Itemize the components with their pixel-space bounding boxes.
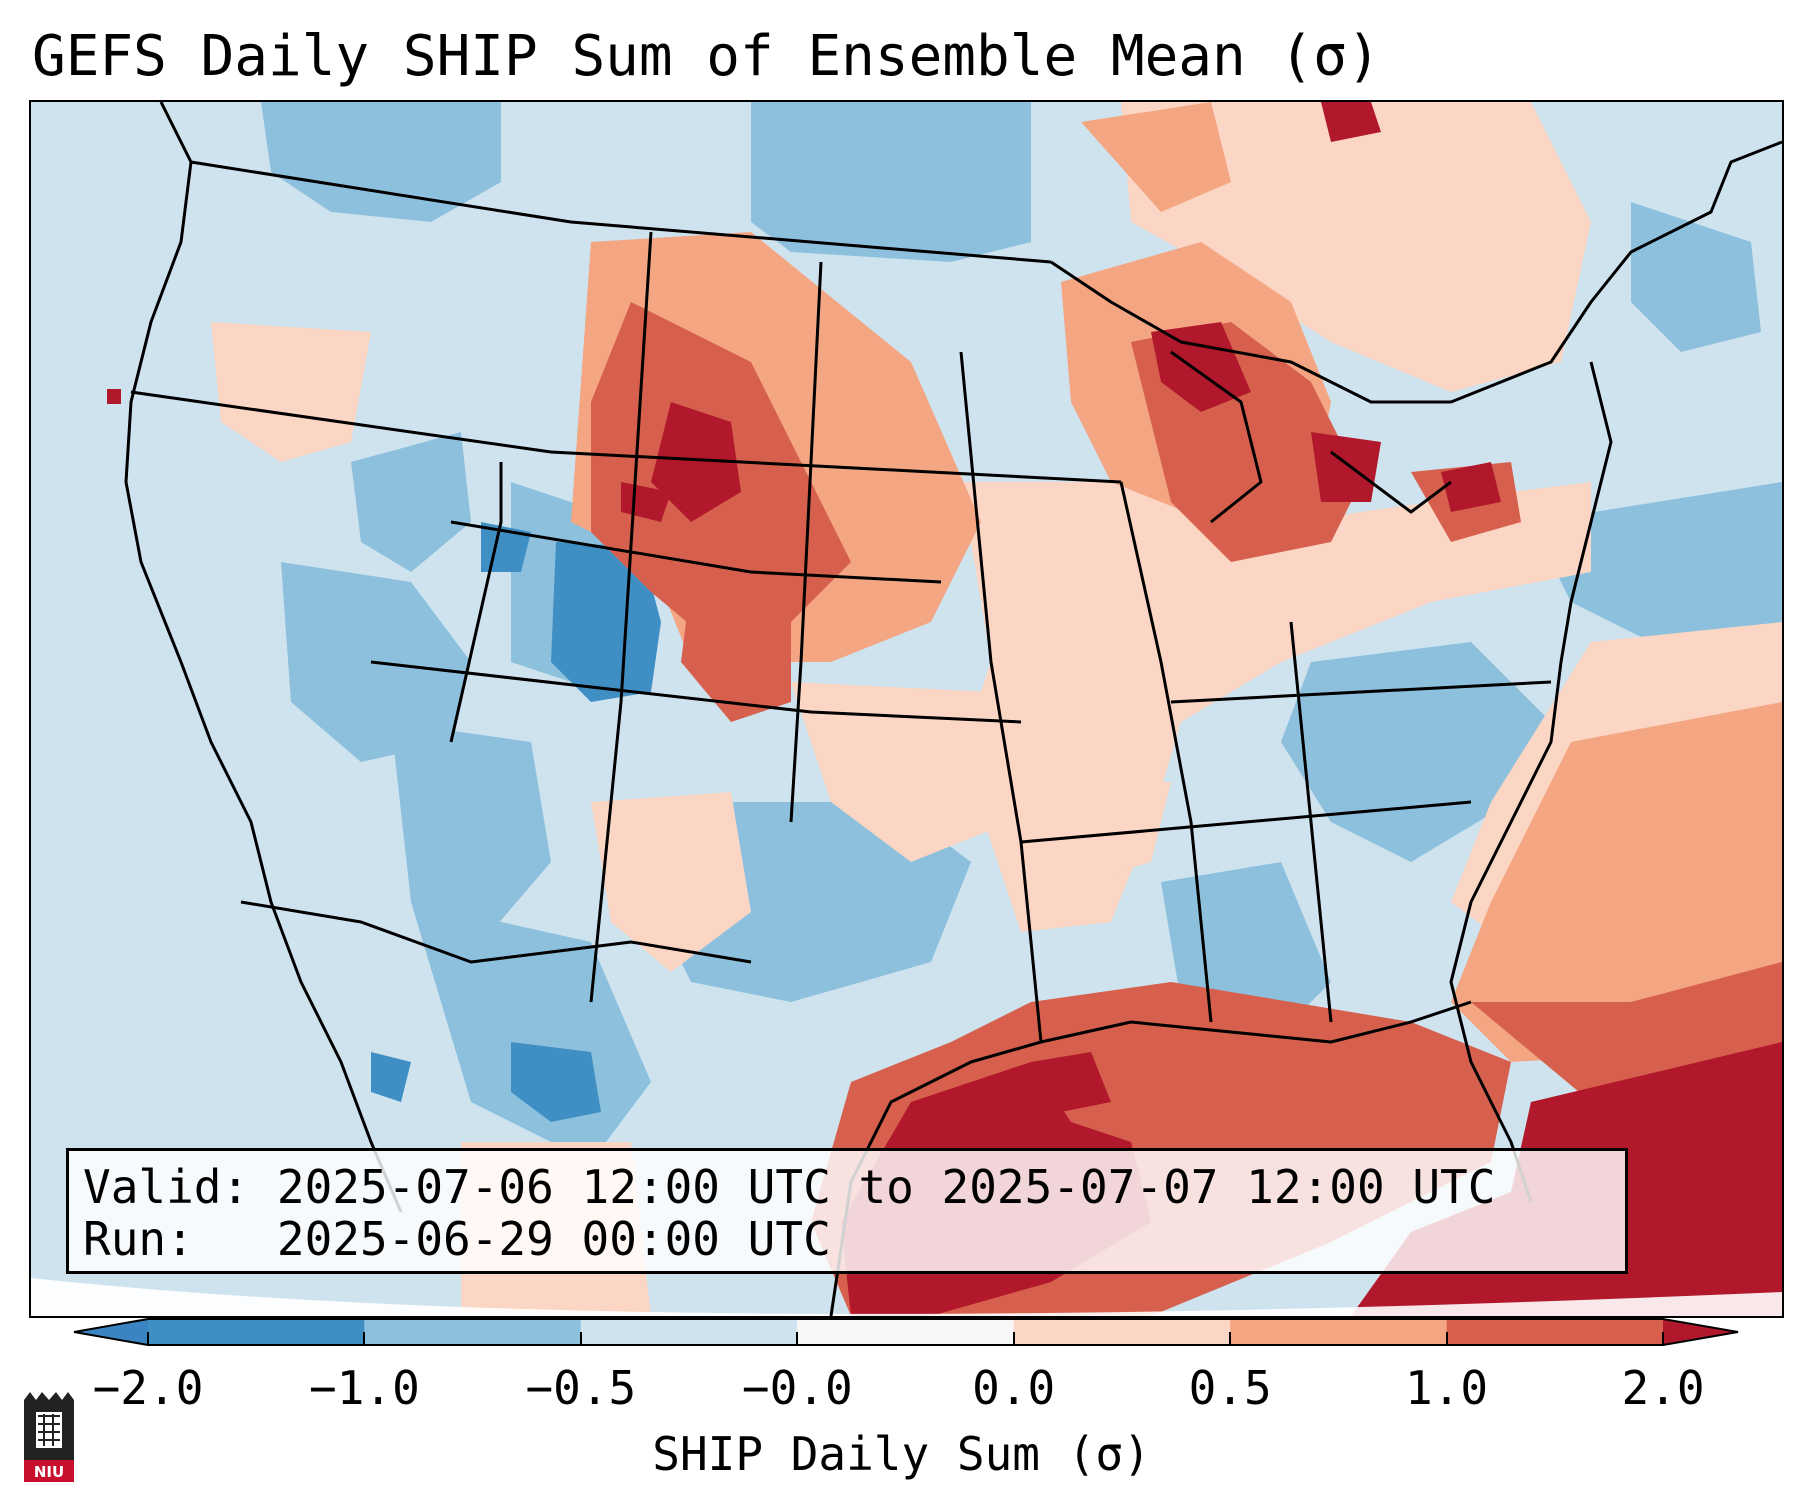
colorbar-tick-mark — [579, 1332, 582, 1344]
colorbar-tick-label: −2.0 — [92, 1361, 204, 1415]
border-line-9 — [1119, 481, 1213, 1023]
valid-text: 2025-07-06 12:00 UTC to 2025-07-07 12:00… — [276, 1160, 1496, 1214]
west-coastline — [124, 102, 403, 1213]
border-line-7 — [959, 351, 1043, 1043]
map-panel — [29, 100, 1784, 1318]
colorbar-tick-label: 0.5 — [1188, 1361, 1272, 1415]
colorbar-bin — [1013, 1319, 1231, 1345]
mexico-border — [240, 900, 752, 964]
colorbar-bin — [1663, 1319, 1738, 1345]
colorbar-tick-mark — [363, 1332, 366, 1344]
border-line-2 — [449, 462, 503, 743]
colorbar-bin — [148, 1319, 365, 1345]
projection-edge — [31, 1278, 1782, 1316]
run-text: 2025-06-29 00:00 UTC — [276, 1212, 831, 1266]
colorbar — [73, 1318, 1739, 1346]
colorbar-bin — [74, 1319, 148, 1345]
lake-michigan — [1170, 350, 1263, 524]
valid-label: Valid: — [83, 1160, 250, 1214]
colorbar-bin — [364, 1319, 581, 1345]
map-title: GEFS Daily SHIP Sum of Ensemble Mean (σ) — [32, 24, 1381, 89]
colorbar-bin — [1230, 1319, 1447, 1345]
colorbar-tick-label: −0.5 — [525, 1361, 637, 1415]
colorbar-tick-mark — [796, 1332, 799, 1344]
colorbar-bin — [580, 1319, 798, 1345]
niu-castle-logo: NIU — [24, 1392, 74, 1482]
colorbar-tick-mark — [147, 1332, 149, 1344]
colorbar-tick-label: −1.0 — [309, 1361, 420, 1415]
valid-run-info-box: Valid: 2025-07-06 12:00 UTC to 2025-07-0… — [66, 1148, 1628, 1274]
great-lakes-border — [1050, 140, 1782, 404]
colorbar-bin — [797, 1319, 1014, 1345]
colorbar-label: SHIP Daily Sum (σ) — [652, 1427, 1151, 1481]
border-line-8 — [1020, 800, 1472, 844]
colorbar-tick-mark — [1229, 1332, 1232, 1344]
border-line-10 — [1289, 621, 1333, 1023]
colorbar-tick-label: 1.0 — [1405, 1361, 1489, 1415]
colorbar-tick-mark — [1662, 1332, 1664, 1344]
canada-border — [190, 160, 1052, 264]
colorbar-tick-label: 0.0 — [972, 1361, 1056, 1415]
strong-negative-regions — [371, 522, 661, 1122]
border-line-6 — [789, 261, 823, 823]
valid-line: Valid: 2025-07-06 12:00 UTC to 2025-07-0… — [83, 1161, 1495, 1213]
colorbar-tick-mark — [1445, 1332, 1448, 1344]
east-coastline — [1449, 361, 1613, 1203]
border-line-1 — [130, 390, 1122, 484]
boundary-lines — [124, 102, 1782, 1316]
lake-outline — [1330, 450, 1452, 514]
anomaly-map — [31, 102, 1782, 1316]
border-line-11 — [1170, 680, 1552, 704]
border-line-4 — [370, 660, 1022, 724]
border-line-5 — [589, 231, 653, 1003]
border-line-3 — [450, 520, 942, 584]
gulf-coastline — [829, 1000, 1472, 1316]
colorbar-tick-mark — [1012, 1332, 1015, 1344]
run-line: Run: 2025-06-29 00:00 UTC — [83, 1213, 831, 1265]
run-label: Run: — [83, 1212, 194, 1266]
colorbar-bin — [1446, 1319, 1663, 1345]
colorbar-bins — [74, 1319, 1738, 1345]
colorbar-tick-label: 2.0 — [1621, 1361, 1705, 1415]
colorbar-tick-label: −0.0 — [741, 1361, 853, 1415]
logo-text: NIU — [34, 1463, 64, 1481]
